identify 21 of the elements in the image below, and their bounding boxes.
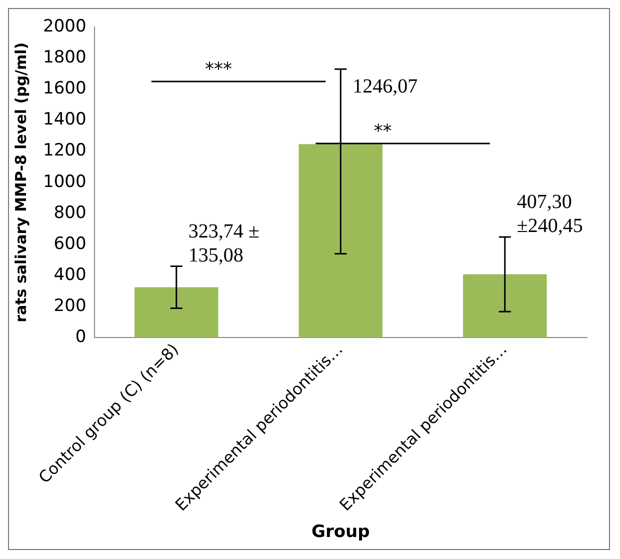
bar: [134, 287, 218, 338]
y-tick-label: 1400: [43, 110, 86, 130]
data-label: 323,74 ± 135,08: [188, 220, 260, 267]
y-tick-label: 1000: [43, 172, 86, 192]
data-label: 1246,07: [352, 75, 418, 98]
y-tick-label: 800: [54, 202, 86, 223]
annotation: ***: [205, 59, 232, 80]
data-label: 407,30 ±240,45: [516, 191, 583, 238]
bar: [462, 274, 547, 338]
x-axis-title: Group: [311, 522, 370, 542]
y-tick-label: 600: [54, 234, 86, 254]
y-tick-label: 400: [54, 264, 86, 285]
y-tick-label: 200: [54, 296, 86, 316]
y-axis-title: rats salivary MMP-8 level (pg/ml): [12, 42, 30, 322]
y-tick-label: 0: [75, 326, 86, 347]
annotation: **: [374, 121, 392, 142]
y-tick-label: 2000: [43, 16, 86, 37]
y-tick-label: 1800: [43, 48, 86, 68]
y-tick-label: 1200: [43, 140, 86, 161]
bar: [298, 144, 383, 338]
y-tick-label: 1600: [43, 78, 86, 99]
